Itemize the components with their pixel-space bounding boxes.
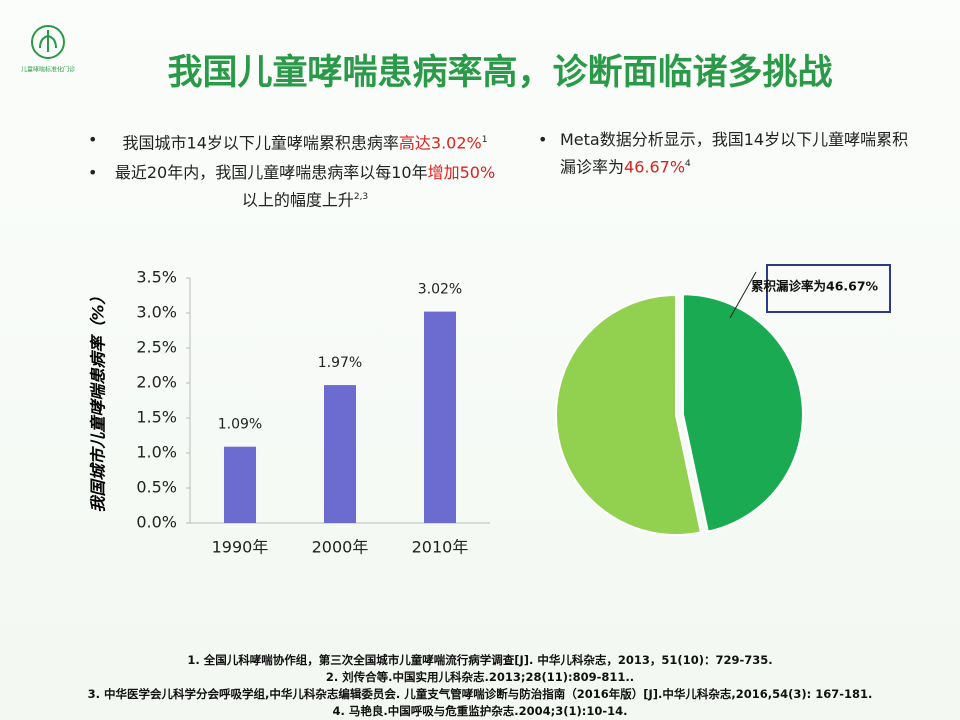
bullet-text: 我国城市14岁以下儿童哮喘累积患病率	[122, 133, 399, 153]
y-tick-label: 2.0%	[136, 373, 177, 392]
right-bullets: Meta数据分析显示，我国14岁以下儿童哮喘累积漏诊率为46.67%4	[538, 128, 910, 185]
pie-slice	[681, 293, 804, 533]
y-tick-label: 1.5%	[136, 408, 177, 427]
bar	[424, 311, 456, 523]
annotation-box	[766, 264, 891, 313]
reference: 2. 刘传合等.中国实用儿科杂志.2013;28(11):809-811..	[325, 670, 635, 684]
bullet: 我国城市14岁以下儿童哮喘累积患病率高达3.02%1	[88, 128, 500, 155]
y-tick-label: 0.0%	[136, 513, 177, 532]
value-label: 1.09%	[218, 417, 262, 433]
footnote-mark: 2,3	[353, 192, 369, 203]
logo-lungs	[39, 30, 57, 52]
bullet-text: 增加50%	[427, 163, 496, 183]
logo-text: 儿童哮喘标准化门诊	[21, 66, 75, 74]
bar	[324, 385, 356, 523]
pie-slice	[555, 293, 703, 536]
y-tick-label: 0.5%	[136, 478, 177, 497]
reference: 4. 马艳良.中国呼吸与危重监护杂志.2004;3(1):10-14.	[332, 704, 628, 718]
bullet-text: 46.67%	[624, 157, 686, 177]
value-label: 1.97%	[318, 355, 362, 371]
value-label: 3.02%	[418, 282, 462, 298]
bullet: 最近20年内，我国儿童哮喘患病率以每10年增加50% 以上的幅度上升2,3	[88, 161, 500, 212]
bar	[224, 446, 256, 523]
leader-line	[729, 271, 757, 319]
x-tick-label: 2010年	[412, 538, 469, 557]
y-axis-label: 我国城市儿童哮喘患病率（%）	[89, 288, 108, 512]
bullet-text: 最近20年内，我国儿童哮喘患病率以每10年	[114, 163, 428, 183]
bullet: Meta数据分析显示，我国14岁以下儿童哮喘累积漏诊率为46.67%4	[538, 128, 910, 179]
y-tick-label: 1.0%	[136, 443, 177, 462]
bullet-text: Meta数据分析显示，我国14岁以下儿童哮喘累积漏诊率为	[560, 130, 909, 177]
logo	[31, 25, 65, 59]
reference: 3. 中华医学会儿科学分会呼吸学组,中华儿科杂志编辑委员会. 儿童支气管哮喘诊断…	[87, 687, 873, 701]
bullet-text: 高达3.02%	[398, 133, 482, 153]
x-tick-label: 2000年	[312, 538, 369, 557]
bullet-text: 以上的幅度上升	[241, 190, 354, 210]
x-tick-label: 1990年	[212, 538, 269, 557]
annotation: 累积漏诊率为46.67%	[751, 279, 879, 294]
y-tick-label: 3.0%	[136, 303, 177, 322]
reference: 1. 全国儿科哮喘协作组，第三次全国城市儿童哮喘流行病学调查[J]. 中华儿科杂…	[187, 653, 773, 667]
y-tick-label: 3.5%	[136, 268, 177, 287]
references: 1. 全国儿科哮喘协作组，第三次全国城市儿童哮喘流行病学调查[J]. 中华儿科杂…	[0, 652, 960, 720]
footnote-mark: 1	[481, 135, 488, 145]
left-bullets: 我国城市14岁以下儿童哮喘累积患病率高达3.02%1 最近20年内，我国儿童哮喘患…	[88, 128, 500, 219]
slide-title: 我国儿童哮喘患病率高，诊断面临诸多挑战	[167, 53, 833, 93]
footnote-mark: 4	[685, 159, 691, 169]
y-tick-label: 2.5%	[136, 338, 177, 357]
